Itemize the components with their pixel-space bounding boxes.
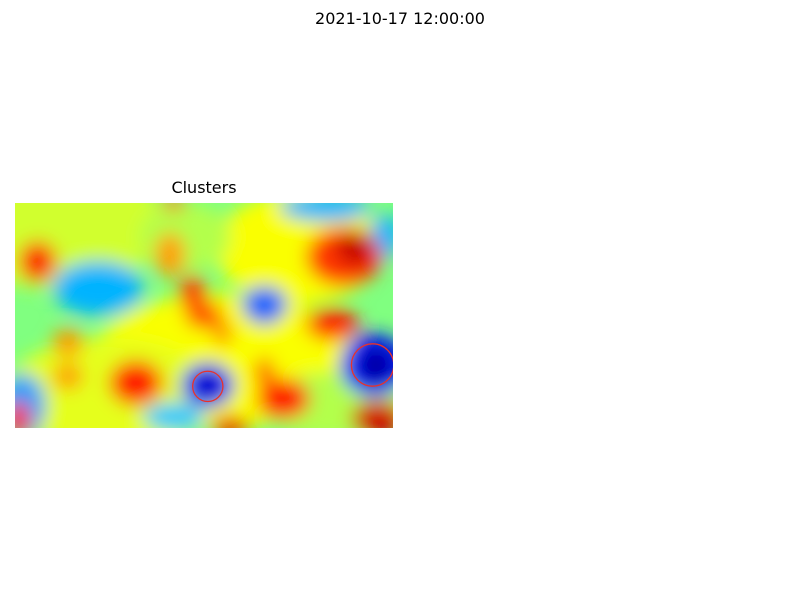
heatmap-cell (179, 275, 206, 311)
heatmap-cell (52, 362, 84, 390)
heatmap-field (15, 203, 393, 428)
heatmap-cell (139, 203, 231, 271)
heatmap-cell (357, 344, 393, 386)
heatmap-cell (279, 203, 371, 221)
heatmap-cell (154, 232, 186, 278)
cluster-heatmap (15, 203, 393, 428)
heatmap-cell (336, 230, 375, 266)
figure-title: 2021-10-17 12:00:00 (315, 9, 485, 28)
heatmap-cell (351, 401, 393, 428)
heatmap-cell (194, 372, 222, 398)
heatmap-cell (306, 308, 359, 341)
heatmap-cell (185, 302, 223, 329)
heatmap-cell (143, 403, 204, 428)
heatmap-cell (52, 329, 84, 356)
cluster-circle-2 (350, 343, 393, 387)
heatmap-cell (211, 416, 250, 428)
cluster-circle-1 (192, 370, 224, 403)
heatmap-cell (245, 288, 284, 325)
heatmap-svg (15, 203, 393, 428)
heatmap-cell (256, 378, 310, 419)
heatmap-cell (213, 322, 233, 345)
heatmap-cell (109, 360, 163, 406)
heatmap-cell (162, 203, 186, 210)
plot-title: Clusters (171, 178, 237, 197)
heatmap-cell (15, 401, 31, 428)
heatmap-cell (26, 252, 50, 275)
heatmap-cell (255, 358, 274, 386)
heatmap-cell (52, 261, 144, 316)
